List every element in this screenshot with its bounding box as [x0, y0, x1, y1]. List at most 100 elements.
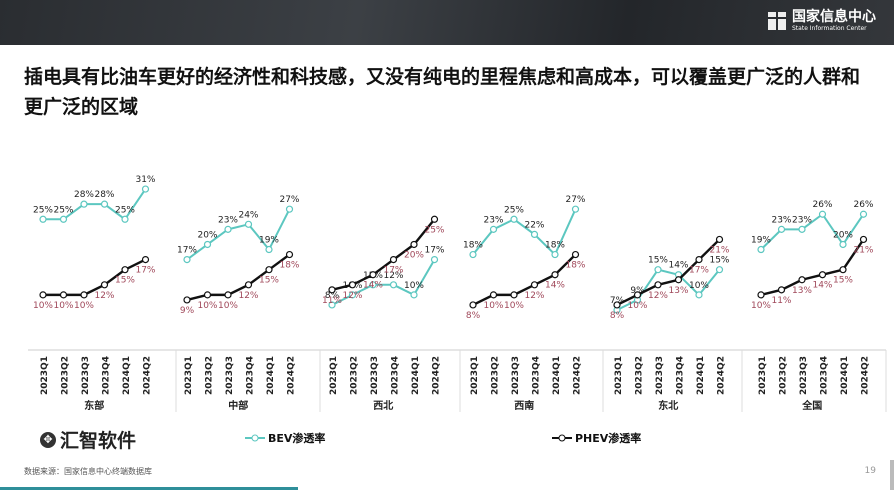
bev-data-label: 27%	[279, 195, 299, 205]
legend-phev: PHEV渗透率	[552, 430, 641, 446]
x-tick-label: 2023Q3	[511, 356, 521, 395]
bev-data-label: 19%	[751, 236, 771, 246]
bev-line	[472, 208, 577, 257]
group-label: 东部	[84, 399, 104, 412]
x-tick-label: 2024Q2	[573, 356, 583, 395]
phev-data-label: 14%	[363, 281, 383, 291]
bev-data-label: 18%	[545, 241, 565, 251]
logo-en: State Information Center	[792, 25, 867, 32]
bev-line	[616, 268, 721, 311]
x-tick-label: 2024Q1	[122, 356, 132, 395]
header-banner: 国家信息中心 State Information Center	[0, 0, 894, 45]
bev-point	[224, 225, 232, 233]
x-tick-label: 2024Q2	[717, 356, 727, 395]
x-tick-label: 2023Q4	[102, 356, 112, 395]
phev-point	[224, 291, 232, 299]
group-label: 中部	[228, 399, 248, 412]
bev-point	[654, 266, 662, 274]
bev-point	[59, 215, 68, 223]
bev-data-label: 28%	[94, 190, 114, 200]
phev-data-label: 12%	[524, 291, 544, 301]
phev-point	[389, 256, 398, 264]
phev-data-label: 9%	[180, 306, 195, 316]
phev-point	[510, 291, 518, 299]
phev-point	[100, 281, 109, 289]
x-tick-label: 2023Q1	[40, 356, 50, 395]
legend-bev-label: BEV渗透率	[268, 432, 326, 445]
bev-point	[389, 281, 398, 289]
scrollbar[interactable]	[890, 460, 894, 490]
slide-title: 插电具有比油车更好的经济性和科技感，又没有纯电的里程焦虑和高成本，可以覆盖更广泛…	[24, 66, 861, 118]
phev-line	[616, 238, 721, 307]
phev-data-label: 21%	[709, 245, 729, 255]
logo-cn: 国家信息中心	[792, 9, 876, 25]
bev-point	[715, 266, 724, 274]
x-tick-label: 2023Q2	[779, 356, 789, 395]
bev-data-label: 19%	[259, 236, 279, 246]
bev-point	[183, 256, 191, 264]
phev-data-label: 14%	[812, 281, 832, 291]
bev-data-label: 10%	[689, 281, 709, 291]
x-tick-label: 2024Q2	[432, 356, 442, 395]
group-label: 西北	[373, 399, 393, 412]
bev-line	[760, 212, 865, 251]
bev-data-label: 31%	[135, 175, 155, 185]
phev-point	[613, 301, 621, 309]
x-tick-label: 2023Q4	[246, 356, 256, 395]
x-tick-label: 2023Q1	[758, 356, 768, 395]
bev-data-label: 7%	[610, 296, 625, 306]
bev-point	[469, 250, 477, 259]
watermark: ✥ 汇智软件	[40, 426, 136, 453]
legend-phev-label: PHEV渗透率	[575, 432, 642, 445]
bev-point	[510, 215, 518, 223]
phev-point	[348, 281, 357, 289]
phev-data-label: 18%	[279, 261, 299, 271]
bev-point	[328, 301, 336, 309]
phev-point	[674, 276, 683, 284]
phev-data-label: 12%	[648, 291, 668, 301]
phev-point	[59, 291, 68, 299]
x-tick-label: 2023Q4	[820, 356, 830, 395]
bev-data-label: 23%	[771, 215, 791, 225]
phev-data-label: 8%	[610, 311, 625, 321]
page-number: 19	[864, 466, 876, 476]
x-tick-label: 2024Q1	[696, 356, 706, 395]
phev-point	[571, 250, 580, 259]
logo-icon	[768, 12, 786, 30]
phev-point	[818, 271, 827, 279]
phev-point	[285, 250, 294, 259]
bev-data-label: 14%	[668, 261, 688, 271]
bev-point	[410, 291, 418, 299]
bev-data-label: 15%	[709, 256, 729, 266]
phev-point	[633, 291, 642, 299]
phev-point	[80, 291, 88, 299]
x-tick-label: 2023Q4	[532, 356, 542, 395]
bev-data-label: 23%	[218, 215, 238, 225]
bev-data-label: 17%	[177, 246, 197, 256]
phev-data-label: 18%	[565, 261, 585, 271]
footer-accent-bar	[0, 487, 298, 490]
bev-point	[80, 200, 88, 208]
bev-data-label: 20%	[197, 230, 217, 240]
phev-point	[798, 276, 806, 284]
x-tick-label: 2023Q3	[655, 356, 665, 395]
phev-data-label: 21%	[853, 245, 873, 255]
phev-data-label: 12%	[94, 291, 114, 301]
phev-point	[489, 291, 498, 299]
bev-point	[489, 225, 498, 233]
bev-point	[265, 245, 273, 254]
x-tick-label: 2023Q2	[635, 356, 645, 395]
bev-point	[100, 200, 109, 208]
phev-data-label: 20%	[404, 250, 424, 260]
x-tick-label: 2023Q3	[81, 356, 91, 395]
x-tick-label: 2023Q3	[370, 356, 380, 395]
x-tick-label: 2024Q2	[287, 356, 297, 395]
x-tick-label: 2023Q4	[676, 356, 686, 395]
bev-point	[798, 225, 806, 233]
bev-data-label: 8%	[325, 291, 340, 301]
bev-line	[331, 259, 436, 306]
bev-point	[285, 205, 294, 213]
phev-data-label: 12%	[238, 291, 258, 301]
bev-data-label: 22%	[524, 220, 544, 230]
phev-data-label: 13%	[792, 286, 812, 296]
